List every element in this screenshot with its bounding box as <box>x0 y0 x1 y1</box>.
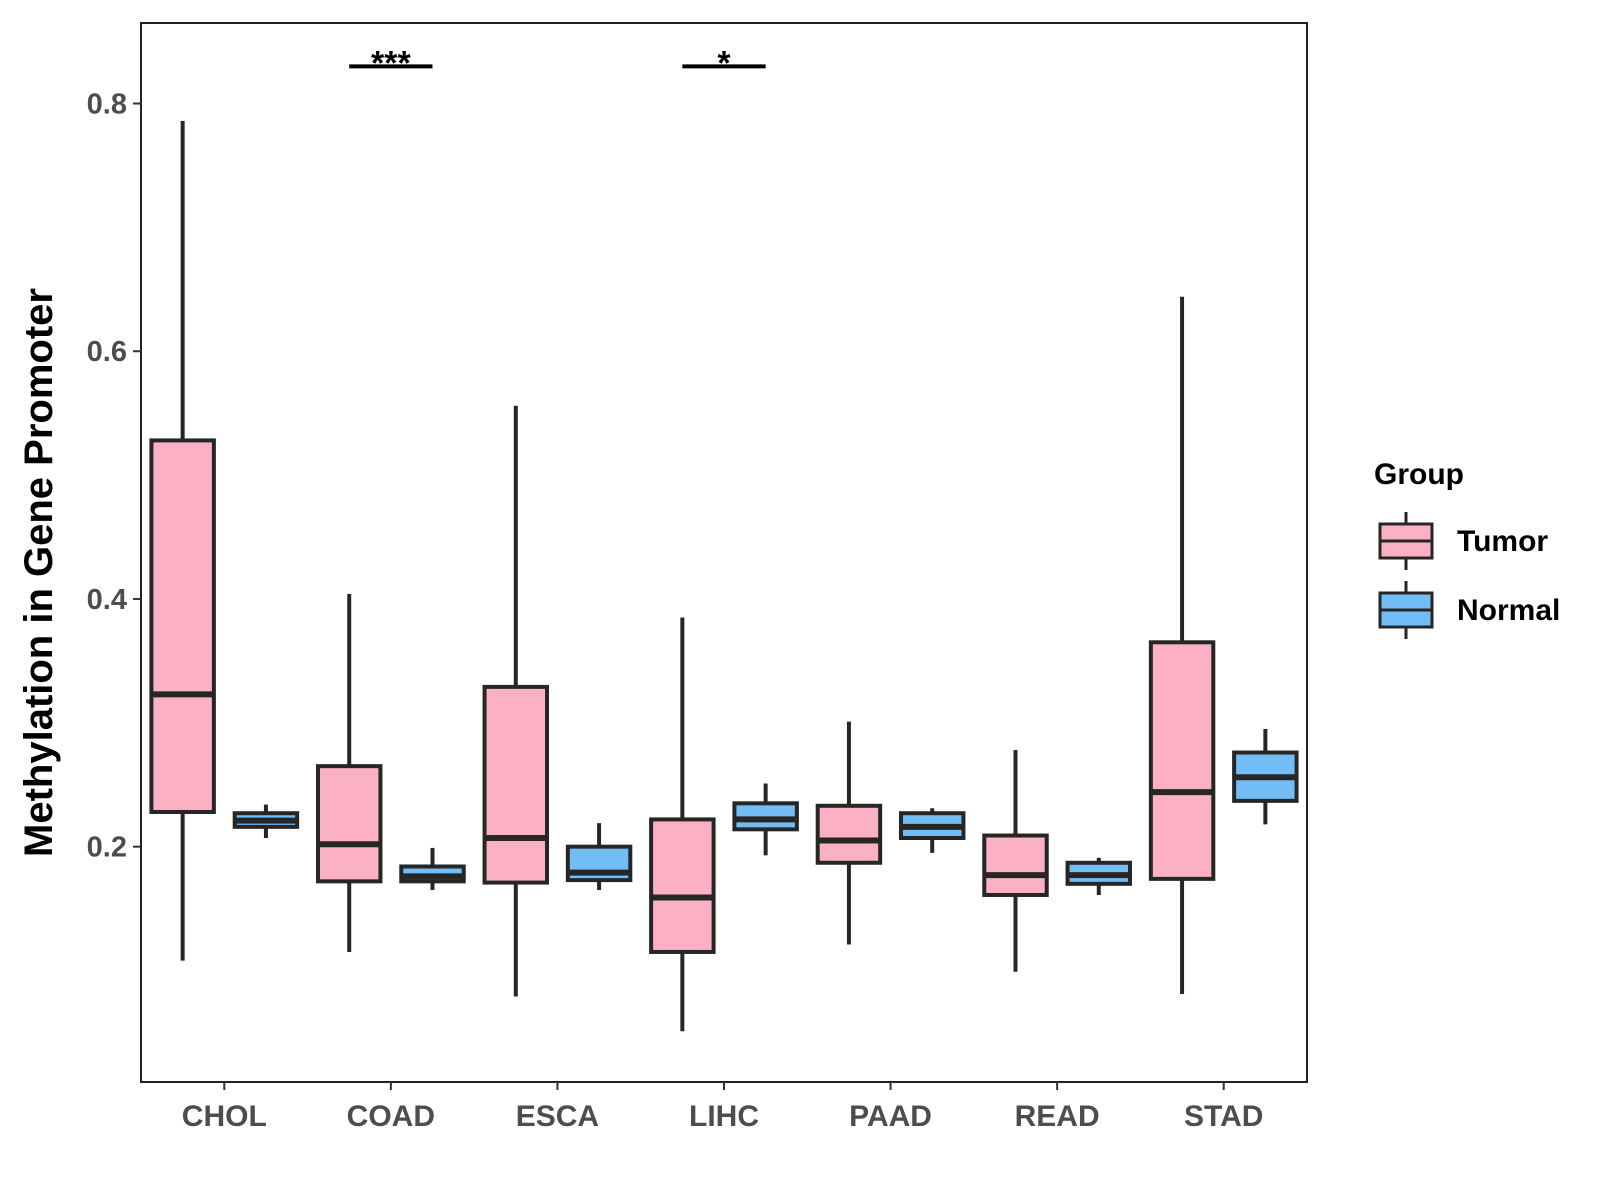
box-tumor-read <box>982 750 1049 972</box>
box-normal-esca <box>565 823 633 891</box>
legend-item-normal: Normal <box>1378 581 1560 639</box>
box-iqr <box>149 438 216 814</box>
significance-label: * <box>717 44 731 82</box>
box-tumor-stad <box>1148 296 1216 995</box>
y-axis: 0.2 0.4 0.6 0.8 <box>87 89 141 864</box>
box-tumor-lihc <box>649 617 716 1032</box>
plot-panel <box>140 22 1308 1083</box>
significance-annotations: *** * <box>349 44 766 82</box>
legend-label-tumor: Tumor <box>1457 525 1548 558</box>
y-axis-title: Methylation in Gene Promoter <box>17 288 61 857</box>
legend-title: Group <box>1374 458 1464 491</box>
box-normal-stad <box>1232 729 1299 825</box>
x-tick-label-chol: CHOL <box>182 1100 267 1133</box>
legend: Group Tumor Normal <box>1374 458 1560 639</box>
box-iqr <box>649 817 716 954</box>
significance-lihc: * <box>682 44 766 82</box>
box-tumor-chol <box>149 120 216 961</box>
significance-coad: *** <box>349 44 433 82</box>
y-tick-label: 0.2 <box>87 832 127 864</box>
box-tumor-paad <box>815 721 883 945</box>
significance-label: *** <box>371 44 411 82</box>
legend-label-normal: Normal <box>1457 594 1560 627</box>
box-normal-coad <box>399 847 466 891</box>
box-normal-read <box>1065 857 1133 895</box>
box-iqr <box>315 764 383 884</box>
box-iqr <box>815 803 883 865</box>
box-iqr <box>982 833 1049 897</box>
box-iqr <box>1148 640 1216 881</box>
box-normal-paad <box>898 808 966 853</box>
legend-item-tumor: Tumor <box>1378 512 1548 570</box>
box-normal-lihc <box>732 783 799 856</box>
y-tick-label: 0.8 <box>87 89 127 121</box>
x-axis: CHOL COAD ESCA LIHC PAAD READ STAD <box>182 1082 1263 1133</box>
y-tick-label: 0.4 <box>87 584 127 616</box>
legend-key-normal <box>1378 581 1434 639</box>
box-tumor-coad <box>315 593 383 952</box>
x-tick-label-esca: ESCA <box>516 1100 599 1133</box>
box-layer <box>149 120 1299 1032</box>
x-tick-label-coad: COAD <box>347 1100 435 1133</box>
x-tick-label-stad: STAD <box>1184 1100 1263 1133</box>
x-tick-label-read: READ <box>1015 1100 1100 1133</box>
box-normal-chol <box>232 804 300 838</box>
legend-key-tumor <box>1378 512 1434 570</box>
x-tick-label-paad: PAAD <box>849 1100 932 1133</box>
box-iqr <box>732 801 799 832</box>
x-tick-label-lihc: LIHC <box>689 1100 759 1133</box>
y-tick-label: 0.6 <box>87 336 127 368</box>
box-iqr <box>482 684 550 885</box>
box-tumor-esca <box>482 405 550 997</box>
